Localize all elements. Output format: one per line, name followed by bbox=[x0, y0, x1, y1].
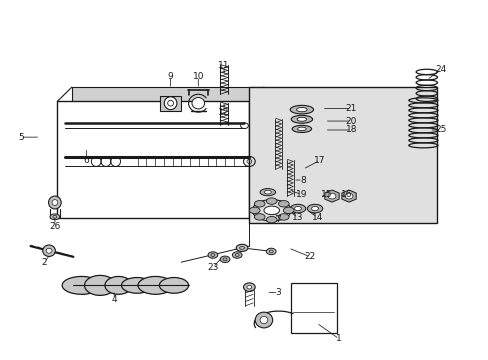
Ellipse shape bbox=[207, 252, 217, 258]
Text: 19: 19 bbox=[296, 190, 307, 199]
Bar bbox=[160, 96, 181, 111]
Polygon shape bbox=[72, 87, 264, 203]
Ellipse shape bbox=[266, 248, 276, 255]
Ellipse shape bbox=[264, 190, 271, 194]
Text: 12: 12 bbox=[218, 108, 229, 117]
Ellipse shape bbox=[264, 206, 279, 215]
Ellipse shape bbox=[220, 256, 229, 262]
Ellipse shape bbox=[254, 214, 264, 220]
Ellipse shape bbox=[266, 198, 277, 204]
Text: 3: 3 bbox=[275, 288, 281, 297]
Text: 25: 25 bbox=[435, 126, 446, 135]
Text: 24: 24 bbox=[435, 65, 446, 74]
Text: 11: 11 bbox=[218, 61, 229, 70]
Ellipse shape bbox=[62, 276, 101, 294]
Ellipse shape bbox=[192, 98, 204, 109]
Ellipse shape bbox=[232, 252, 242, 258]
Text: 20: 20 bbox=[345, 117, 356, 126]
Text: 18: 18 bbox=[345, 126, 357, 135]
Ellipse shape bbox=[84, 275, 116, 296]
Ellipse shape bbox=[249, 207, 260, 213]
Ellipse shape bbox=[260, 189, 275, 196]
Ellipse shape bbox=[164, 97, 177, 110]
Polygon shape bbox=[324, 190, 339, 202]
Ellipse shape bbox=[159, 278, 188, 293]
Ellipse shape bbox=[289, 204, 305, 213]
Ellipse shape bbox=[255, 312, 272, 328]
Ellipse shape bbox=[327, 193, 335, 199]
Text: 13: 13 bbox=[292, 213, 303, 222]
Text: 5: 5 bbox=[18, 132, 23, 141]
Ellipse shape bbox=[296, 108, 306, 112]
Ellipse shape bbox=[283, 207, 293, 213]
Ellipse shape bbox=[121, 278, 152, 293]
Ellipse shape bbox=[306, 204, 322, 213]
Ellipse shape bbox=[236, 244, 247, 251]
Ellipse shape bbox=[42, 245, 55, 256]
Ellipse shape bbox=[345, 193, 352, 199]
Text: 10: 10 bbox=[192, 72, 203, 81]
Ellipse shape bbox=[296, 117, 306, 121]
Ellipse shape bbox=[138, 276, 173, 294]
Polygon shape bbox=[249, 87, 436, 223]
Text: 2: 2 bbox=[41, 258, 47, 267]
Text: 1: 1 bbox=[336, 334, 342, 343]
Text: 21: 21 bbox=[345, 104, 356, 113]
Text: 22: 22 bbox=[304, 252, 315, 261]
Ellipse shape bbox=[254, 201, 264, 207]
Text: 26: 26 bbox=[49, 222, 61, 231]
Ellipse shape bbox=[50, 214, 60, 220]
Ellipse shape bbox=[52, 200, 58, 205]
Text: 16: 16 bbox=[340, 190, 352, 199]
Ellipse shape bbox=[278, 214, 288, 220]
Ellipse shape bbox=[278, 201, 288, 207]
Text: 9: 9 bbox=[167, 72, 173, 81]
Text: 14: 14 bbox=[311, 213, 323, 222]
Text: 7: 7 bbox=[275, 215, 281, 224]
Text: 23: 23 bbox=[207, 263, 218, 272]
Ellipse shape bbox=[297, 127, 305, 131]
Ellipse shape bbox=[260, 316, 267, 324]
Ellipse shape bbox=[289, 105, 313, 114]
Polygon shape bbox=[341, 190, 355, 202]
Polygon shape bbox=[57, 102, 249, 217]
Ellipse shape bbox=[266, 216, 277, 223]
Ellipse shape bbox=[294, 206, 301, 211]
Ellipse shape bbox=[243, 283, 255, 292]
Text: 4: 4 bbox=[111, 295, 117, 304]
Ellipse shape bbox=[290, 115, 312, 123]
Ellipse shape bbox=[291, 125, 311, 132]
Ellipse shape bbox=[105, 276, 132, 294]
Text: 15: 15 bbox=[321, 190, 332, 199]
Text: 17: 17 bbox=[313, 156, 325, 165]
Ellipse shape bbox=[48, 196, 61, 209]
Ellipse shape bbox=[246, 285, 251, 289]
Text: 6: 6 bbox=[83, 156, 89, 165]
Bar bbox=[290, 283, 336, 333]
Ellipse shape bbox=[311, 206, 318, 211]
Ellipse shape bbox=[46, 248, 52, 253]
Text: 8: 8 bbox=[299, 176, 305, 185]
